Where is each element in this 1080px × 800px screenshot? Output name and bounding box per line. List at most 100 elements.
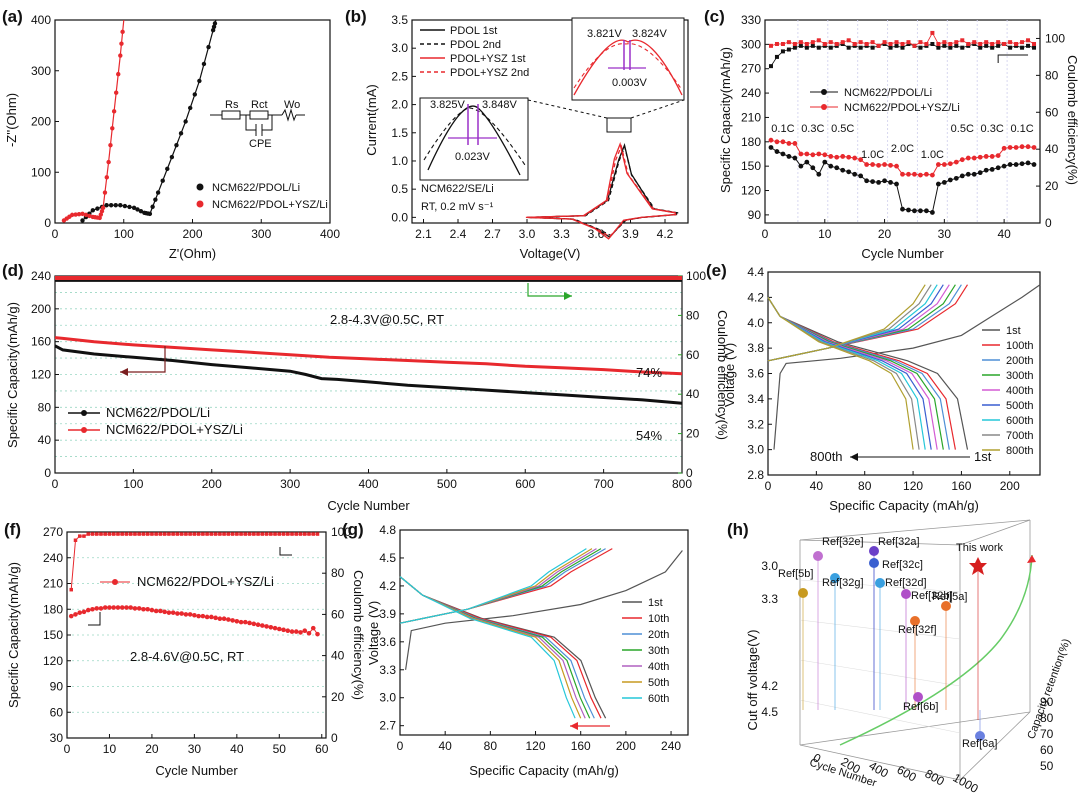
data-point <box>69 587 73 592</box>
data-point <box>251 621 257 627</box>
cv-curve <box>528 144 679 237</box>
data-point <box>947 161 953 167</box>
x-tick-label: 80 <box>484 739 498 753</box>
data-point <box>80 218 85 223</box>
data-point <box>243 532 248 536</box>
annotation: 800th <box>810 449 843 464</box>
discharge-curve <box>767 297 944 450</box>
data-point <box>77 534 82 538</box>
y-tick-label: 180 <box>43 602 63 616</box>
data-point <box>1019 144 1025 150</box>
data-point <box>813 551 823 561</box>
panel-e: 0 40 80 120 160 200 2.8 3.0 3.2 3.4 3.6 3.8 4.0 4.2 4.… <box>706 261 1041 513</box>
z-tick-label: 80 <box>1040 711 1054 725</box>
x-tick-label: 3.9 <box>622 227 639 241</box>
data-point <box>77 610 83 615</box>
y-tick-label: 100 <box>31 165 51 179</box>
charge-curve <box>399 548 602 624</box>
legend-label: 20th <box>648 629 669 641</box>
data-point <box>272 625 278 631</box>
annotation: 3.824V <box>632 28 668 40</box>
data-point <box>984 40 989 45</box>
data-point <box>882 178 887 184</box>
data-point <box>90 208 96 213</box>
y-tick-label: 0 <box>331 731 338 745</box>
data-point <box>1026 38 1031 43</box>
y-axis-label: Current(mA) <box>364 84 379 156</box>
data-point <box>206 44 211 50</box>
data-point <box>128 605 133 610</box>
data-point <box>141 532 146 536</box>
legend-label: 50th <box>648 677 669 689</box>
data-point <box>122 203 128 209</box>
legend-label: NCM622/PDOL/Li <box>212 182 300 194</box>
y-tick-label: 120 <box>741 184 761 198</box>
data-point <box>888 180 893 185</box>
data-point <box>983 167 989 173</box>
data-point <box>260 623 265 628</box>
y-tick-label: 2.5 <box>391 69 408 83</box>
legend-label: NCM622/PDOL+YSZ/Li <box>844 102 960 114</box>
x-tick-label: 60 <box>315 742 329 756</box>
data-point <box>205 532 209 536</box>
data-point <box>273 532 277 536</box>
y-axis-label: Specific Capacity(mAh/g) <box>6 562 21 708</box>
data-point <box>209 532 214 536</box>
data-point <box>935 181 941 187</box>
x-tick-label: 40 <box>997 227 1011 241</box>
frame-line <box>959 711 1031 781</box>
discharge-curve <box>767 297 914 450</box>
data-point <box>179 532 184 536</box>
panel-f: 0 10 20 30 40 50 60 30 60 90 120 150 180 210 240 270 0 20… <box>4 520 366 778</box>
data-point <box>780 41 785 46</box>
data-point <box>965 155 971 161</box>
data-point <box>924 208 929 214</box>
data-point <box>285 628 291 634</box>
charge-curve <box>399 548 593 624</box>
legend-label: 500th <box>1006 400 1034 412</box>
y-tick-label: 60 <box>331 607 345 621</box>
data-point <box>822 41 827 46</box>
cv-curve <box>526 144 678 238</box>
z-tick-label: 50 <box>1040 759 1054 773</box>
data-point <box>147 211 153 217</box>
x-tick-label: 30 <box>188 742 202 756</box>
data-point <box>828 45 833 50</box>
data-point <box>73 212 78 217</box>
data-point <box>990 45 995 50</box>
x-tick-label: 240 <box>661 739 681 753</box>
data-point <box>200 613 206 619</box>
data-point <box>774 54 779 59</box>
data-point <box>804 41 809 46</box>
data-point <box>894 163 899 169</box>
data-point <box>221 616 227 621</box>
data-point <box>145 532 150 536</box>
rate-label: 0.5C <box>951 123 974 135</box>
zoom-box <box>606 117 632 133</box>
zoom-connector <box>527 99 685 119</box>
data-point <box>882 162 887 167</box>
legend-marker <box>196 183 204 191</box>
data-point <box>120 532 124 536</box>
data-point <box>102 190 108 195</box>
y-tick-label: 210 <box>741 110 761 124</box>
data-point <box>294 532 299 536</box>
data-point <box>1019 161 1025 167</box>
data-point <box>1013 145 1019 150</box>
charge-curve <box>767 284 926 362</box>
annotation: 2.8-4.6V@0.5C, RT <box>130 649 244 664</box>
x-tick-label: 1000 <box>951 770 981 796</box>
y2-axis-label: Coulomb efficiency(%) <box>1065 55 1080 185</box>
capacity-line <box>54 344 683 405</box>
x-tick-label: 0 <box>64 742 71 756</box>
data-point <box>184 532 188 536</box>
data-point <box>798 163 804 169</box>
data-point <box>804 151 810 157</box>
data-point <box>810 40 815 45</box>
data-point <box>948 45 953 50</box>
legend-label: 400th <box>1006 385 1034 397</box>
x-tick-label: 0 <box>52 477 59 491</box>
rate-label: 0.3C <box>981 123 1004 135</box>
y-tick-label: 120 <box>31 368 51 382</box>
data-point <box>85 607 91 613</box>
